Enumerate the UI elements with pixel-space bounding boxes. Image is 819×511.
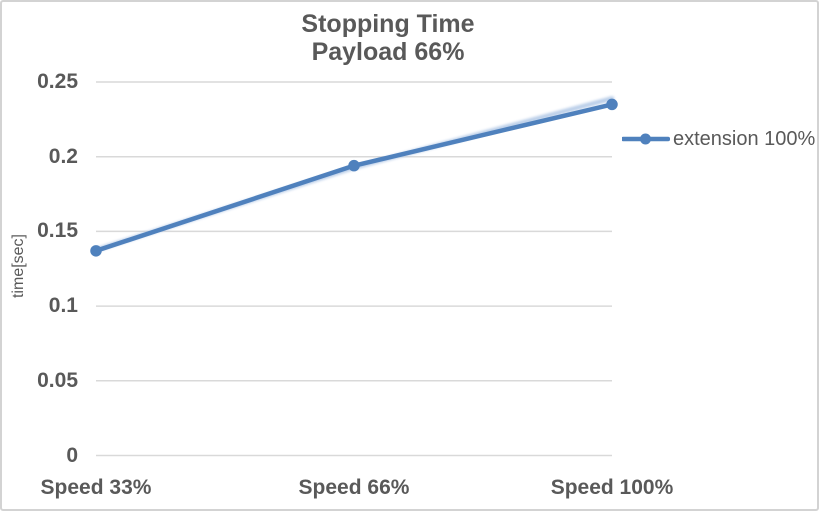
data-point-marker: [348, 159, 360, 172]
data-point-marker: [606, 98, 618, 111]
chart-title: Stopping Time Payload 66%: [301, 10, 474, 66]
series-line: [93, 102, 615, 254]
data-point-marker: [90, 245, 102, 257]
x-tick-label: Speed 33%: [40, 476, 152, 499]
y-tick-label: 0.2: [48, 144, 78, 168]
legend-line-marker-icon: [622, 133, 670, 145]
legend: extension 100%: [622, 127, 815, 151]
y-tick-label: 0: [66, 443, 78, 467]
y-tick-label: 0.15: [37, 219, 78, 243]
chart-title-line2: Payload 66%: [311, 38, 465, 66]
x-tick-label: Speed 66%: [298, 476, 410, 499]
legend-label: extension 100%: [673, 127, 816, 150]
y-tick-label: 0.25: [37, 70, 78, 93]
y-tick-label: 0.1: [48, 294, 78, 318]
chart-title-line1: Stopping Time: [301, 10, 475, 38]
x-tick-label: Speed 100%: [550, 476, 674, 499]
y-tick-label: 0.05: [37, 368, 78, 392]
y-axis-title: time[sec]: [10, 233, 27, 299]
